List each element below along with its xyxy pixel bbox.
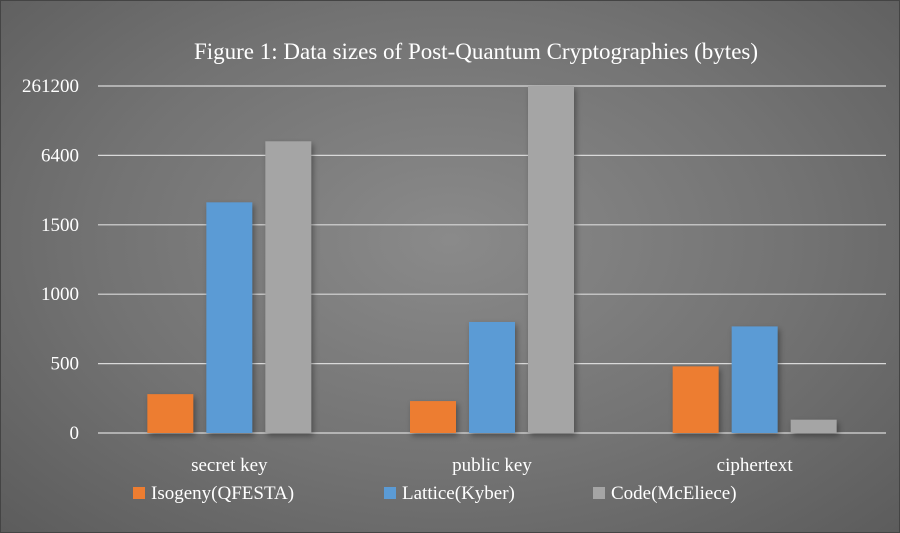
bar-isogeny-qfesta--ciphertext <box>672 366 719 433</box>
bar-code-mceliece--public-key <box>528 86 574 433</box>
legend-item: Code(McEliece) <box>593 483 737 504</box>
bar-isogeny-qfesta--public-key <box>410 401 456 433</box>
bar-lattice-kyber--ciphertext <box>731 326 778 433</box>
legend-item: Isogeny(QFESTA) <box>133 483 294 504</box>
x-category-label: ciphertext <box>717 455 794 476</box>
bars <box>147 86 837 433</box>
y-tick-label: 6400 <box>41 145 79 166</box>
y-axis-ticks: 0 500 1000 1500 6400 261200 <box>22 76 79 444</box>
bar-isogeny-qfesta--secret-key <box>147 394 194 433</box>
legend-swatch <box>593 487 605 499</box>
bar-lattice-kyber--secret-key <box>206 202 253 433</box>
bar-lattice-kyber--public-key <box>469 321 515 433</box>
y-tick-label: 1500 <box>41 215 79 236</box>
x-axis-categories: secret key public key ciphertext <box>191 455 793 476</box>
y-tick-label: 0 <box>70 423 80 444</box>
bar-code-mceliece--ciphertext <box>790 419 837 433</box>
legend-swatch <box>133 487 145 499</box>
y-tick-label: 261200 <box>22 76 79 97</box>
legend-item: Lattice(Kyber) <box>384 483 515 504</box>
bar-code-mceliece--secret-key <box>265 141 312 433</box>
y-tick-label: 1000 <box>41 284 79 305</box>
x-category-label: public key <box>452 455 532 476</box>
x-category-label: secret key <box>191 455 268 476</box>
y-tick-label: 500 <box>51 354 80 375</box>
legend-label: Lattice(Kyber) <box>402 483 515 504</box>
legend-swatch <box>384 487 396 499</box>
legend: Isogeny(QFESTA) Lattice(Kyber) Code(McElie… <box>133 483 737 504</box>
chart-title: Figure 1: Data sizes of Post-Quantum Cry… <box>194 39 758 64</box>
legend-label: Isogeny(QFESTA) <box>151 483 294 504</box>
legend-label: Code(McEliece) <box>611 483 737 504</box>
